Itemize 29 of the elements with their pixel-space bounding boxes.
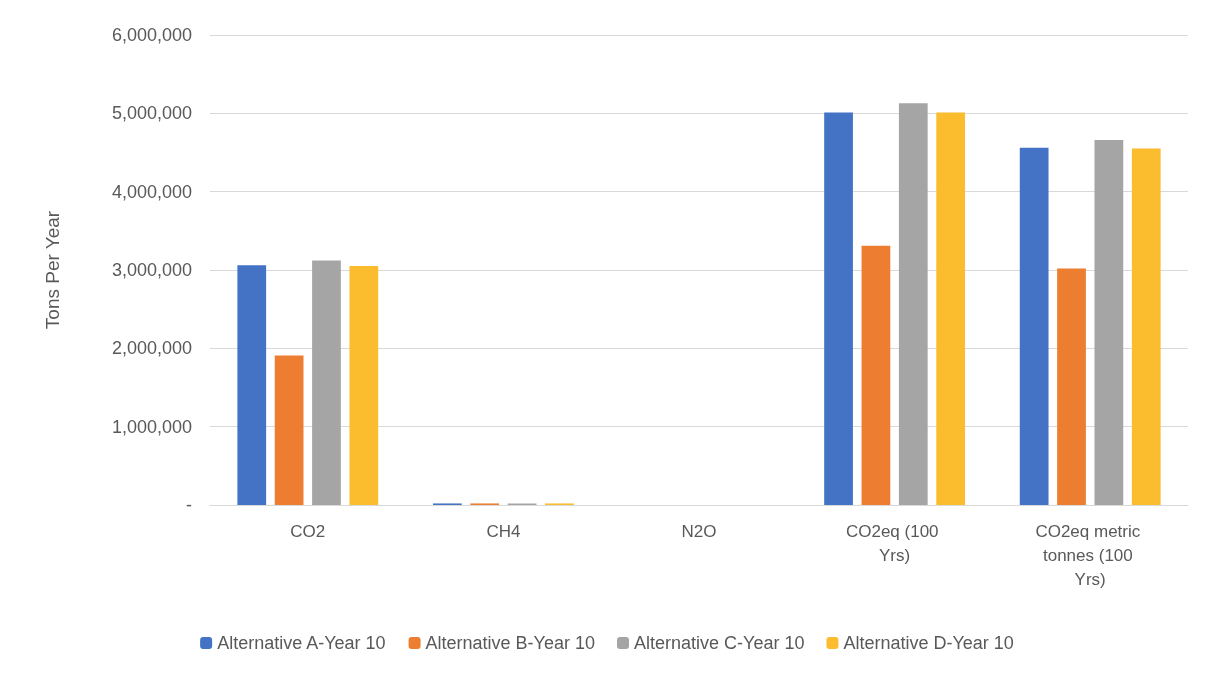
legend-label: Alternative C-Year 10 <box>634 633 805 653</box>
y-tick-label: 2,000,000 <box>111 338 192 359</box>
x-tick-label: CH4 <box>486 521 521 541</box>
x-tick-label: CO2eq metric tonnes (100 Yrs) <box>1035 521 1145 589</box>
legend-label: Alternative A-Year 10 <box>217 633 386 653</box>
bar <box>861 245 891 505</box>
x-tick-label: N2O <box>681 521 717 541</box>
bar <box>1094 139 1124 505</box>
bar <box>936 112 966 505</box>
bar <box>1019 147 1049 505</box>
y-tick-label: 1,000,000 <box>111 416 192 437</box>
legend-label: Alternative D-Year 10 <box>843 633 1014 653</box>
legend-label: Alternative B-Year 10 <box>425 633 596 653</box>
y-tick-label: 5,000,000 <box>111 103 192 124</box>
x-tick-label: CO2eq (100 Yrs) <box>845 521 944 565</box>
bar <box>1131 148 1161 505</box>
bar <box>1057 268 1086 505</box>
y-axis-title: Tons Per Year <box>42 210 63 330</box>
y-tick-label: 6,000,000 <box>111 25 192 45</box>
bar <box>274 355 304 505</box>
bar <box>237 265 267 505</box>
x-tick-label: CO2 <box>290 521 326 541</box>
bar <box>349 266 379 505</box>
y-tick-label: 4,000,000 <box>111 181 192 202</box>
bar <box>898 103 928 505</box>
bar <box>312 260 341 505</box>
bar <box>824 112 853 505</box>
y-tick-label: 3,000,000 <box>111 260 192 280</box>
y-tick-label: - <box>186 495 192 515</box>
